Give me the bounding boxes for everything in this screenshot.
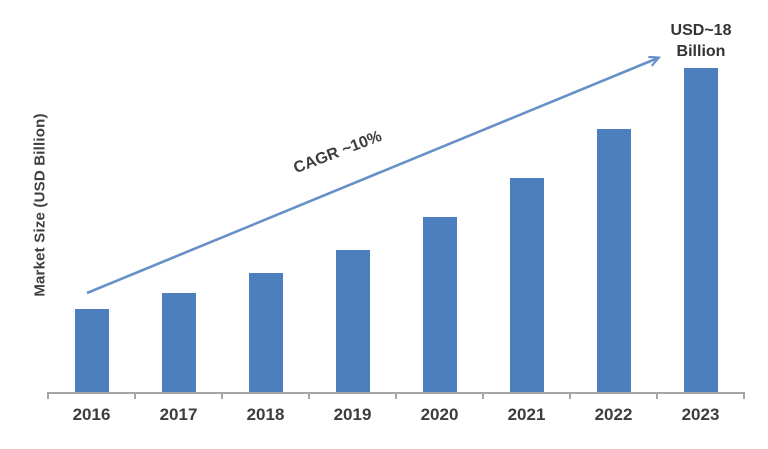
x-axis-tick xyxy=(221,392,223,399)
end-value-annotation: USD~18 Billion xyxy=(671,20,732,62)
x-axis-tick xyxy=(656,392,658,399)
x-axis-label-2023: 2023 xyxy=(681,405,720,424)
x-axis-tick xyxy=(134,392,136,399)
x-axis-label-2022: 2022 xyxy=(594,405,633,424)
x-axis-label-2016: 2016 xyxy=(72,405,111,424)
x-axis-label-2018: 2018 xyxy=(246,405,285,424)
bar-2016 xyxy=(74,309,109,392)
x-axis-tick xyxy=(308,392,310,399)
y-axis-label: Market Size (USD Billion) xyxy=(31,113,49,297)
x-axis-labels: 2016 2017 2018 2019 2020 2021 2022 2023 xyxy=(48,399,744,439)
x-axis-tick xyxy=(743,392,745,399)
bar-2023 xyxy=(683,68,718,392)
end-value-line1: USD~18 xyxy=(670,22,732,39)
x-axis-tick xyxy=(47,392,49,399)
x-axis-tick xyxy=(395,392,397,399)
x-axis-tick xyxy=(569,392,571,399)
bar-2019 xyxy=(335,250,370,392)
end-value-line2: Billion xyxy=(676,43,726,60)
plot-area xyxy=(48,0,744,394)
bar-2018 xyxy=(248,273,283,392)
x-axis-label-2021: 2021 xyxy=(507,405,546,424)
bar-2022 xyxy=(596,129,631,392)
x-axis-label-2020: 2020 xyxy=(420,405,459,424)
x-axis-tick xyxy=(482,392,484,399)
bar-2020 xyxy=(422,217,457,392)
x-axis-label-2019: 2019 xyxy=(333,405,372,424)
bar-2017 xyxy=(161,293,196,392)
x-axis-label-2017: 2017 xyxy=(159,405,198,424)
bar-2021 xyxy=(509,178,544,392)
